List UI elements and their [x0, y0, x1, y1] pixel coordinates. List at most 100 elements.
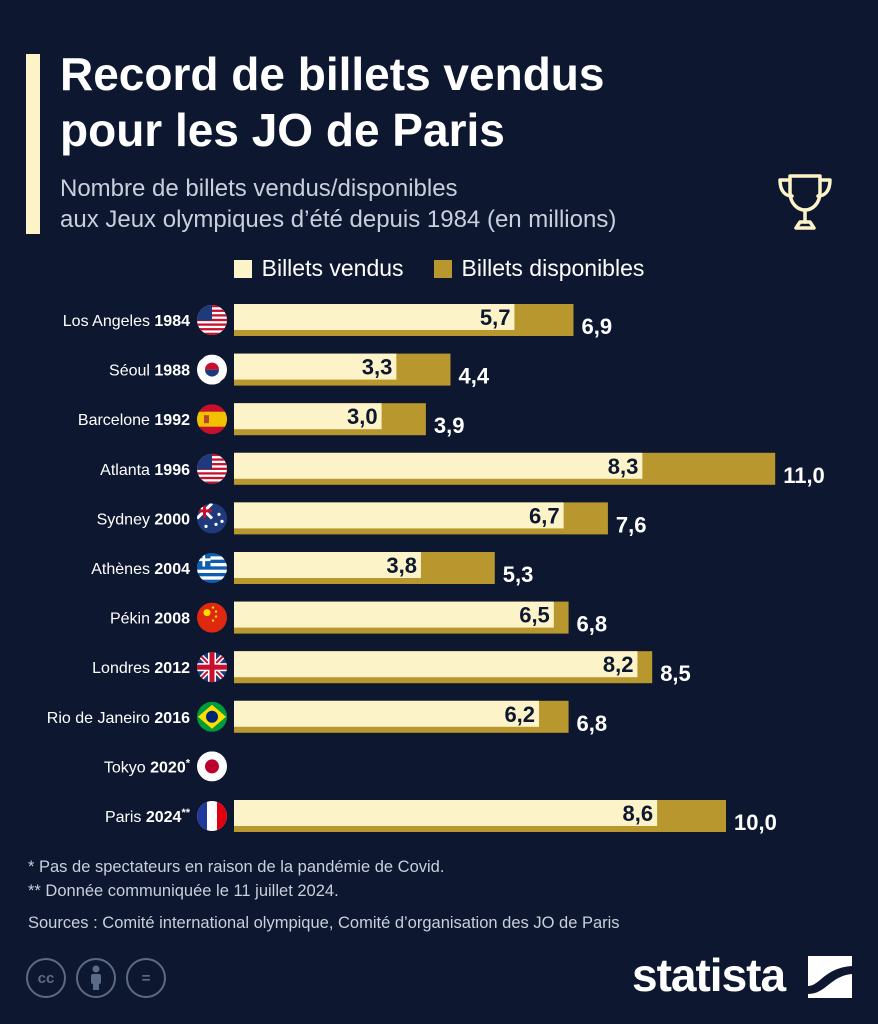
- china-flag-icon: [197, 602, 227, 633]
- row-label: Rio de Janeiro 2016: [47, 710, 190, 727]
- data-label-available: 11,0: [783, 463, 825, 488]
- by-icon[interactable]: [76, 958, 116, 998]
- row-label: Los Angeles 1984: [63, 313, 190, 330]
- brazil-flag-icon: [197, 701, 227, 732]
- row-label: Séoul 1988: [109, 363, 190, 380]
- row-label: Tokyo 2020*: [104, 757, 191, 776]
- row-year: 2024: [146, 809, 182, 826]
- data-label-sold: 8,6: [623, 801, 654, 826]
- row-label: Atlanta 1996: [100, 462, 190, 479]
- page-title: Record de billets vendus pour les JO de …: [60, 46, 760, 158]
- legend-label-sold: Billets vendus: [261, 255, 404, 281]
- row-year: 2000: [154, 511, 190, 528]
- row-footnote-marker: *: [186, 757, 191, 769]
- legend-item-sold: Billets vendus: [233, 255, 404, 282]
- row-label: Sydney 2000: [97, 511, 191, 528]
- chart-legend: Billets vendus Billets disponibles: [0, 255, 878, 282]
- row-year: 1988: [154, 363, 190, 380]
- data-label-sold: 3,0: [347, 404, 378, 429]
- spain-flag-icon: [197, 404, 227, 435]
- bar-chart: Los Angeles 1984 5,7 6,9 Séoul 1988 3,3 4,4 Ba…: [47, 304, 825, 835]
- data-label-sold: 5,7: [480, 305, 511, 330]
- row-label: Pékin 2008: [110, 611, 190, 628]
- statista-logo-text[interactable]: statista: [632, 949, 786, 1001]
- bar-sold: [234, 403, 382, 430]
- bar-sold: [234, 304, 515, 330]
- title-line-1: Record de billets vendus: [60, 48, 605, 100]
- uk-flag-icon: [197, 652, 227, 683]
- row-city: Athènes: [91, 561, 154, 578]
- row-city: Los Angeles: [63, 313, 155, 330]
- row-year: 1996: [154, 462, 190, 479]
- row-year: 1984: [154, 313, 190, 330]
- row-label: Londres 2012: [92, 660, 190, 677]
- row-year: 2008: [154, 611, 190, 628]
- bar-sold: [234, 552, 421, 578]
- row-label: Barcelone 1992: [78, 412, 190, 429]
- usa-flag-icon: [197, 453, 227, 484]
- row-year: 2016: [154, 710, 190, 727]
- statista-logo-icon: [808, 956, 852, 998]
- row-year: 1992: [154, 412, 190, 429]
- row-city: Tokyo: [104, 759, 150, 776]
- bar-sold: [234, 700, 540, 727]
- data-label-sold: 3,8: [386, 553, 417, 578]
- data-label-available: 6,9: [581, 314, 612, 339]
- row-label: Paris 2024**: [105, 807, 191, 826]
- row-footnote-marker: **: [181, 807, 190, 819]
- row-year: 2004: [154, 561, 190, 578]
- subtitle: Nombre de billets vendus/disponibles aux…: [60, 173, 780, 235]
- row-city: Londres: [92, 660, 154, 677]
- row-label: Athènes 2004: [91, 561, 190, 578]
- row-year: 2012: [154, 660, 190, 677]
- bar-sold: [234, 452, 643, 479]
- south-korea-flag-icon: [197, 354, 227, 385]
- bar-sold: [234, 353, 397, 380]
- trophy-icon: [778, 174, 832, 230]
- data-label-available: 6,8: [577, 711, 608, 736]
- greece-flag-icon: [197, 553, 227, 583]
- cc-icon[interactable]: cc: [26, 958, 66, 998]
- data-label-sold: 6,5: [519, 603, 550, 628]
- subtitle-line-2: aux Jeux olympiques d’été depuis 1984 (e…: [60, 206, 617, 233]
- title-line-2: pour les JO de Paris: [60, 104, 505, 156]
- data-label-available: 3,9: [434, 413, 465, 438]
- data-label-available: 6,8: [577, 612, 608, 637]
- legend-label-available: Billets disponibles: [461, 255, 645, 281]
- person-icon: [91, 965, 101, 990]
- row-city: Paris: [105, 809, 146, 826]
- bar-sold: [234, 800, 658, 826]
- bar-sold: [234, 651, 638, 678]
- footnote-date: ** Donnée communiquée le 11 juillet 2024…: [28, 882, 339, 900]
- license-icons: cc =: [26, 958, 166, 998]
- data-label-available: 8,5: [660, 661, 691, 686]
- data-label-available: 5,3: [503, 562, 534, 587]
- data-label-sold: 8,2: [603, 652, 634, 677]
- japan-flag-icon: [197, 751, 227, 782]
- bar-sold: [234, 601, 554, 628]
- row-city: Pékin: [110, 611, 154, 628]
- row-city: Atlanta: [100, 462, 154, 479]
- data-label-sold: 6,2: [504, 702, 535, 727]
- row-city: Sydney: [97, 511, 155, 528]
- data-label-sold: 6,7: [529, 503, 560, 528]
- data-label-sold: 3,3: [362, 355, 393, 380]
- france-flag-icon: [197, 801, 227, 831]
- usa-flag-icon: [197, 305, 227, 335]
- sources: Sources : Comité international olympique…: [28, 914, 620, 932]
- legend-swatch-sold: [233, 259, 252, 278]
- footnotes: * Pas de spectateurs en raison de la pan…: [28, 855, 620, 935]
- legend-swatch-available: [433, 259, 452, 278]
- data-label-available: 4,4: [458, 364, 489, 389]
- footnote-covid: * Pas de spectateurs en raison de la pan…: [28, 858, 445, 876]
- data-label-available: 7,6: [616, 512, 647, 537]
- subtitle-line-1: Nombre de billets vendus/disponibles: [60, 175, 458, 202]
- bar-sold: [234, 502, 564, 529]
- accent-bar: [26, 54, 40, 234]
- nd-icon[interactable]: =: [126, 958, 166, 998]
- data-label-sold: 8,3: [608, 454, 639, 479]
- row-city: Rio de Janeiro: [47, 710, 155, 727]
- data-label-available: 10,0: [734, 810, 777, 835]
- australia-flag-icon: [197, 503, 227, 534]
- row-year: 2020: [150, 759, 186, 776]
